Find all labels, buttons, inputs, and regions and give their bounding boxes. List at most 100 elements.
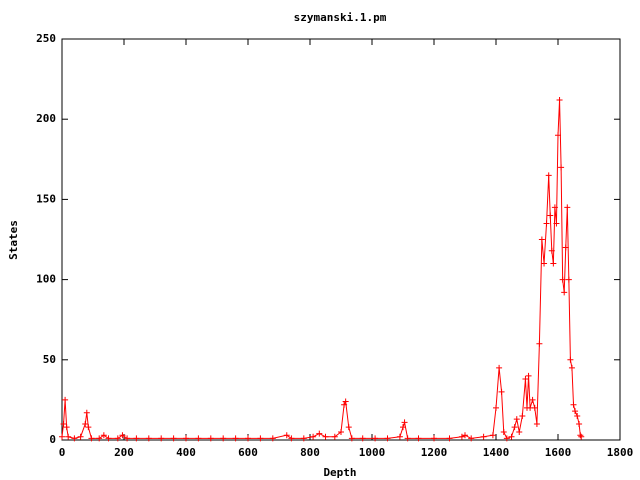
point-marker bbox=[548, 247, 555, 254]
point-marker bbox=[578, 433, 585, 440]
point-marker bbox=[77, 433, 84, 440]
point-marker bbox=[568, 364, 575, 371]
point-marker bbox=[480, 433, 487, 440]
point-marker bbox=[269, 435, 276, 442]
point-marker bbox=[576, 420, 583, 427]
point-marker bbox=[331, 433, 338, 440]
point-marker bbox=[574, 412, 581, 419]
point-marker bbox=[83, 409, 90, 416]
point-marker bbox=[124, 435, 131, 442]
point-marker bbox=[543, 220, 550, 227]
chart-title: szymanski.1.pm bbox=[294, 11, 387, 24]
point-marker bbox=[572, 408, 579, 415]
point-marker bbox=[133, 435, 140, 442]
point-marker bbox=[562, 244, 569, 251]
point-marker bbox=[462, 432, 468, 439]
point-marker bbox=[525, 372, 532, 379]
point-marker bbox=[559, 276, 566, 283]
point-marker bbox=[529, 396, 536, 403]
x-tick-label: 200 bbox=[114, 446, 134, 459]
point-marker bbox=[158, 435, 165, 442]
point-marker bbox=[516, 428, 523, 435]
y-tick-label: 0 bbox=[49, 433, 56, 446]
y-tick-label: 50 bbox=[43, 353, 56, 366]
point-marker bbox=[547, 212, 554, 219]
x-tick-label: 1000 bbox=[359, 446, 386, 459]
point-marker bbox=[558, 164, 565, 171]
point-marker bbox=[565, 276, 572, 283]
point-marker bbox=[342, 398, 349, 405]
point-marker bbox=[533, 420, 540, 427]
point-marker bbox=[96, 435, 103, 442]
y-tick-label: 200 bbox=[36, 112, 56, 125]
plot-border bbox=[61, 38, 621, 441]
x-tick-label: 1200 bbox=[421, 446, 448, 459]
point-marker bbox=[561, 289, 568, 296]
point-marker bbox=[88, 435, 95, 442]
point-marker bbox=[496, 364, 503, 371]
point-marker bbox=[220, 435, 227, 442]
point-marker bbox=[493, 404, 499, 411]
point-marker bbox=[551, 204, 558, 211]
point-marker bbox=[508, 433, 515, 440]
point-marker bbox=[550, 260, 557, 267]
x-tick-label: 1600 bbox=[545, 446, 572, 459]
point-marker bbox=[245, 435, 251, 442]
point-marker bbox=[345, 424, 352, 431]
point-marker bbox=[555, 132, 561, 139]
point-marker bbox=[401, 419, 408, 426]
x-tick-label: 600 bbox=[238, 446, 258, 459]
point-marker bbox=[322, 433, 329, 440]
data-line bbox=[61, 99, 582, 440]
point-marker bbox=[536, 340, 543, 347]
point-marker bbox=[570, 401, 577, 408]
point-marker bbox=[384, 435, 391, 442]
point-marker bbox=[60, 420, 67, 427]
point-marker bbox=[513, 416, 520, 423]
point-marker bbox=[541, 260, 548, 267]
point-marker bbox=[338, 428, 344, 435]
point-marker bbox=[489, 432, 496, 439]
point-marker bbox=[531, 404, 538, 411]
point-marker bbox=[65, 433, 72, 440]
point-marker bbox=[567, 356, 574, 363]
point-marker bbox=[63, 424, 70, 431]
point-marker bbox=[183, 435, 189, 442]
point-marker bbox=[316, 430, 323, 437]
point-marker bbox=[85, 424, 92, 431]
x-tick-label: 0 bbox=[59, 446, 66, 459]
point-marker bbox=[114, 435, 121, 442]
point-marker bbox=[288, 435, 295, 442]
point-marker bbox=[341, 401, 348, 408]
point-marker bbox=[400, 424, 406, 431]
point-marker bbox=[195, 435, 202, 442]
x-tick-label: 800 bbox=[300, 446, 320, 459]
point-marker bbox=[372, 435, 379, 442]
point-marker bbox=[100, 432, 107, 439]
point-marker bbox=[538, 236, 545, 243]
point-marker bbox=[145, 435, 152, 442]
point-marker bbox=[359, 435, 366, 442]
point-marker bbox=[553, 220, 560, 227]
x-tick-label: 400 bbox=[176, 446, 196, 459]
point-marker bbox=[431, 435, 437, 442]
point-marker bbox=[257, 435, 264, 442]
point-marker bbox=[468, 435, 475, 442]
point-marker bbox=[522, 376, 529, 383]
point-marker bbox=[519, 412, 526, 419]
point-marker bbox=[404, 435, 411, 442]
point-marker bbox=[556, 96, 563, 103]
x-axis-label: Depth bbox=[323, 466, 356, 479]
point-marker bbox=[446, 435, 453, 442]
y-tick-label: 250 bbox=[36, 32, 56, 45]
point-marker bbox=[82, 420, 89, 427]
point-marker bbox=[511, 424, 518, 431]
point-marker bbox=[564, 204, 571, 211]
point-marker bbox=[232, 435, 239, 442]
point-marker bbox=[170, 435, 177, 442]
point-marker bbox=[71, 435, 78, 442]
y-tick-label: 100 bbox=[36, 273, 56, 286]
y-axis-label: States bbox=[7, 220, 20, 260]
point-marker bbox=[283, 432, 290, 439]
